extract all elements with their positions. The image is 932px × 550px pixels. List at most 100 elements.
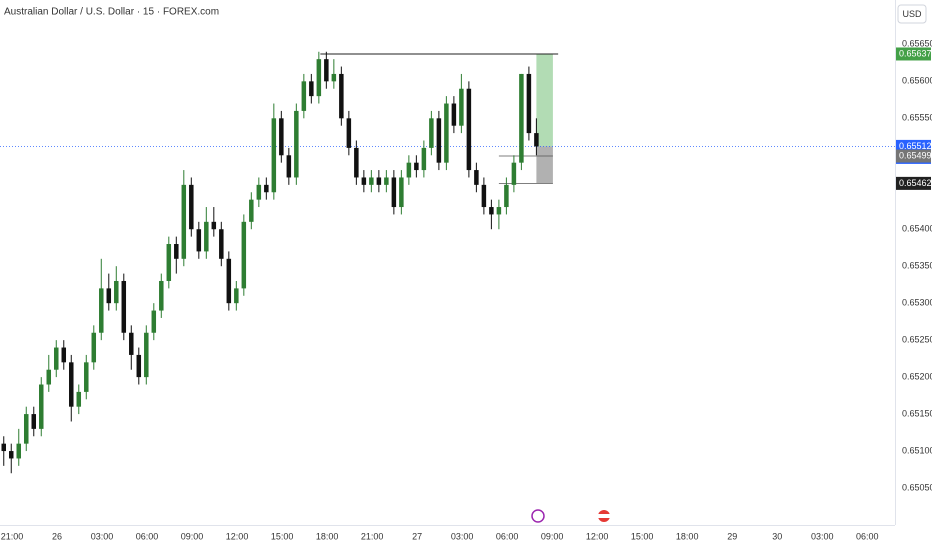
candle-body [534,133,539,147]
y-tick-label: 0.65550 [902,113,932,123]
candle-body [204,221,209,252]
candle-body [526,73,532,134]
x-tick-label: 15:00 [271,531,294,541]
candle-body [354,147,359,178]
y-tick-label: 0.65200 [902,371,932,381]
candle-body [466,88,472,171]
candle-body [496,207,502,215]
candle-body [339,73,344,119]
candle-body [451,103,457,126]
candle-body [436,118,442,163]
currency-button[interactable] [897,4,927,24]
candle-body [39,384,44,429]
candle-body [9,451,14,459]
candle-body [346,118,352,148]
candle-body [489,207,494,215]
x-tick-label: 06:00 [496,531,519,541]
candle-body [91,332,97,363]
price-badge [896,149,931,163]
candle-body [286,155,292,178]
candle-body [399,177,404,208]
candle-body [444,103,449,163]
candle-body [249,199,254,222]
flag-stripe [598,514,610,518]
x-tick-label: 12:00 [586,531,609,541]
x-tick-label: 12:00 [226,531,249,541]
x-tick-label: 03:00 [811,531,834,541]
price-badge-label: 0.65499 [899,150,932,160]
candle-body [301,81,307,111]
candle-body [114,280,119,304]
currency-label[interactable]: USD [902,9,922,19]
candle-body [234,288,239,304]
candle-body [121,280,127,333]
candle-body [159,280,164,311]
candle-body [54,347,59,370]
candle-body [324,59,329,82]
candle-body [106,288,112,304]
candle-body [211,221,217,230]
candle-body [391,177,397,208]
candle-body [406,162,412,178]
x-tick-label: 21:00 [361,531,384,541]
chart-title: Australian Dollar / U.S. Dollar · 15 · F… [4,7,219,18]
candle-body [1,443,7,452]
candle-body [24,414,29,444]
candle-body [241,221,247,289]
x-tick-label: 26 [52,531,62,541]
candle-body [151,310,157,333]
candle-body [279,118,284,156]
candle-body [421,147,427,171]
candle-body [414,162,419,171]
x-tick-label: 06:00 [856,531,879,541]
y-tick-label: 0.65150 [902,408,932,418]
x-tick-label: 30 [772,531,782,541]
candle-body [294,110,299,178]
candle-body [226,258,232,304]
candle-body [459,88,464,126]
y-tick-label: 0.65400 [902,224,932,234]
candle-body [99,288,104,333]
x-tick-label: 18:00 [676,531,699,541]
candle-body [69,362,74,407]
x-tick-label: 09:00 [541,531,564,541]
candle-body [309,81,314,97]
x-tick-label: 06:00 [136,531,159,541]
candle-body [376,177,382,185]
price-badge-label: 0.65637 [899,48,932,58]
candle-body [181,184,187,259]
price-badge-label: 0.65462 [899,178,932,188]
candle-body [129,332,134,355]
candle-body [271,118,277,193]
event-icon[interactable] [531,509,545,523]
y-tick-label: 0.65350 [902,261,932,271]
candle-body [31,414,37,429]
candle-body [76,391,82,407]
x-tick-label: 29 [727,531,737,541]
y-tick-label: 0.65250 [902,335,932,345]
y-tick-label: 0.65650 [902,39,932,49]
x-tick-label: 18:00 [316,531,339,541]
candle-body [481,184,487,208]
x-tick-label: 09:00 [181,531,204,541]
candle-body [316,59,322,97]
candle-body [511,162,517,185]
candle-body [256,184,262,200]
candle-body [429,118,434,148]
candle-body [331,73,337,82]
candle-body [361,177,367,185]
y-tick-label: 0.65600 [902,76,932,86]
candle-body [519,73,524,163]
candle-body [144,332,149,378]
x-tick-label: 15:00 [631,531,654,541]
candle-body [369,177,374,185]
candle-body [474,170,479,185]
y-tick-label: 0.65100 [902,445,932,455]
candle-body [84,362,89,392]
loss-zone [536,146,553,184]
event-icons [531,509,610,523]
y-tick-label: 0.65050 [902,482,932,492]
candle-body [46,369,52,385]
